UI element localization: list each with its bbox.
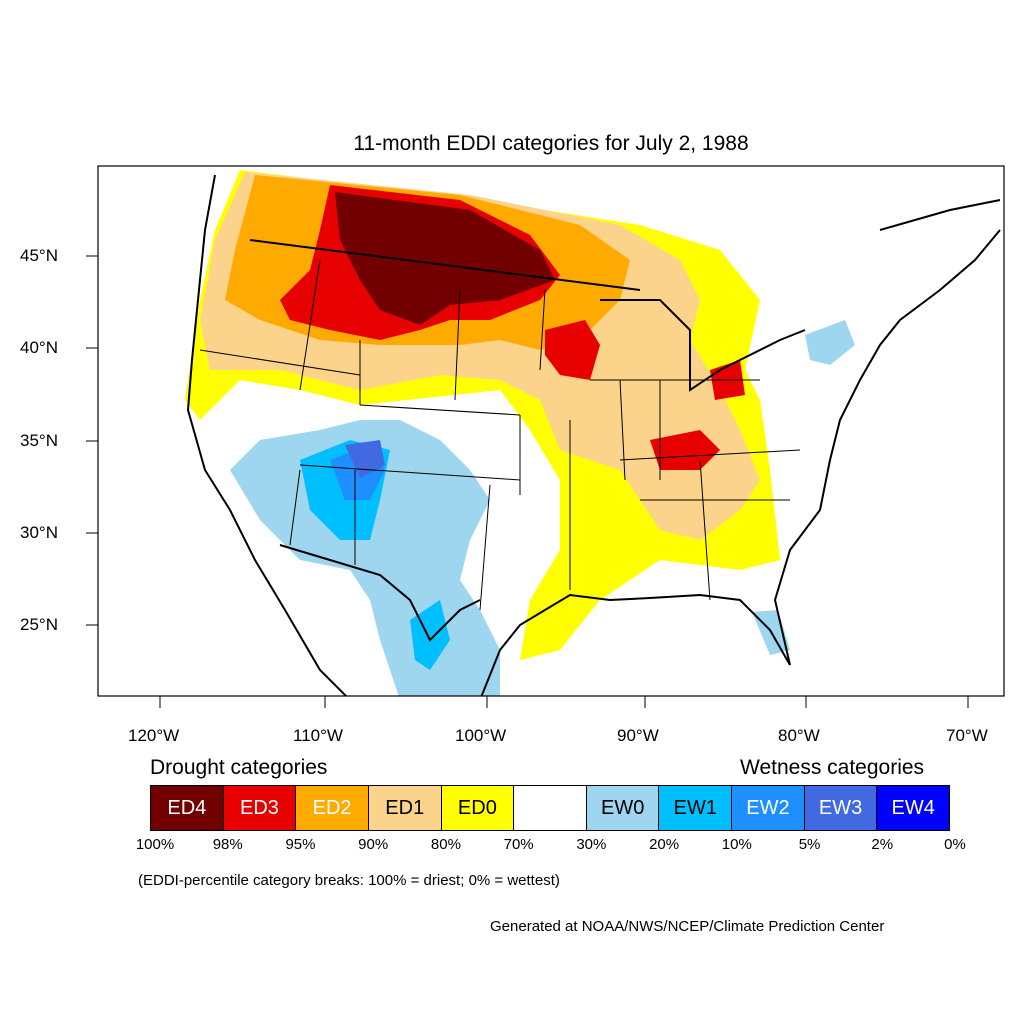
legend-box-ed1: ED1 xyxy=(368,786,442,830)
legend-break-label: 95% xyxy=(285,836,316,853)
lon-label-80: 80°W xyxy=(778,726,820,745)
lon-label-70: 70°W xyxy=(946,726,988,745)
coastlines xyxy=(186,174,1001,696)
map-frame xyxy=(97,165,1005,697)
ew0-region-newengland xyxy=(805,320,855,365)
lon-label-100: 100°W xyxy=(455,726,507,745)
lat-label-30: 30°N xyxy=(20,523,58,542)
legend-break-label: 0% xyxy=(944,836,966,853)
legend-box-ed0: ED0 xyxy=(441,786,515,830)
legend-box-ed4: ED4 xyxy=(151,786,224,830)
wetness-heading: Wetness categories xyxy=(740,756,925,779)
legend-break-label: 30% xyxy=(576,836,607,853)
lat-label-35: 35°N xyxy=(20,431,58,450)
map-title: 11-month EDDI categories for July 2, 198… xyxy=(353,132,749,155)
axis-ticks xyxy=(86,255,969,708)
ed3-region-iowa xyxy=(545,320,600,380)
lon-label-120: 120°W xyxy=(128,726,180,745)
legend-box-ew0: EW0 xyxy=(586,786,660,830)
ed4-region-north xyxy=(335,192,555,325)
ew1-region-texas xyxy=(410,600,450,670)
legend-break-label: 70% xyxy=(503,836,534,853)
lon-label-110: 110°W xyxy=(293,726,343,745)
legend-box-ew1: EW1 xyxy=(659,786,733,830)
legend-box-ew4: EW4 xyxy=(877,786,950,830)
drought-heading: Drought categories xyxy=(150,756,328,779)
legend-break-label: 90% xyxy=(358,836,389,853)
category-legend: ED4 ED3 ED2 ED1 ED0 EW0 EW1 EW2 EW3 EW4 xyxy=(150,785,950,831)
lon-label-90: 90°W xyxy=(617,726,659,745)
lat-label-40: 40°N xyxy=(20,338,58,357)
lat-label-25: 25°N xyxy=(20,615,58,634)
legend-break-label: 98% xyxy=(212,836,243,853)
legend-break-label: 10% xyxy=(721,836,752,853)
map-layers xyxy=(185,170,1001,696)
ed3-region-kentucky xyxy=(650,430,720,470)
legend-break-label: 100% xyxy=(135,836,175,853)
ew3-region-southwest xyxy=(345,440,385,478)
legend-box-ed2: ED2 xyxy=(296,786,369,830)
legend-box-ew3: EW3 xyxy=(804,786,878,830)
lat-label-45: 45°N xyxy=(20,246,58,265)
legend-box-ed3: ED3 xyxy=(223,786,297,830)
legend-box-neutral xyxy=(514,786,587,830)
credit-line: Generated at NOAA/NWS/NCEP/Climate Predi… xyxy=(490,918,885,935)
legend-box-ew2: EW2 xyxy=(732,786,805,830)
legend-break-label: 2% xyxy=(871,836,894,853)
legend-break-label: 20% xyxy=(649,836,680,853)
category-note: (EDDI-percentile category breaks: 100% =… xyxy=(138,872,560,889)
legend-break-label: 5% xyxy=(798,836,821,853)
legend-break-label: 80% xyxy=(430,836,461,853)
